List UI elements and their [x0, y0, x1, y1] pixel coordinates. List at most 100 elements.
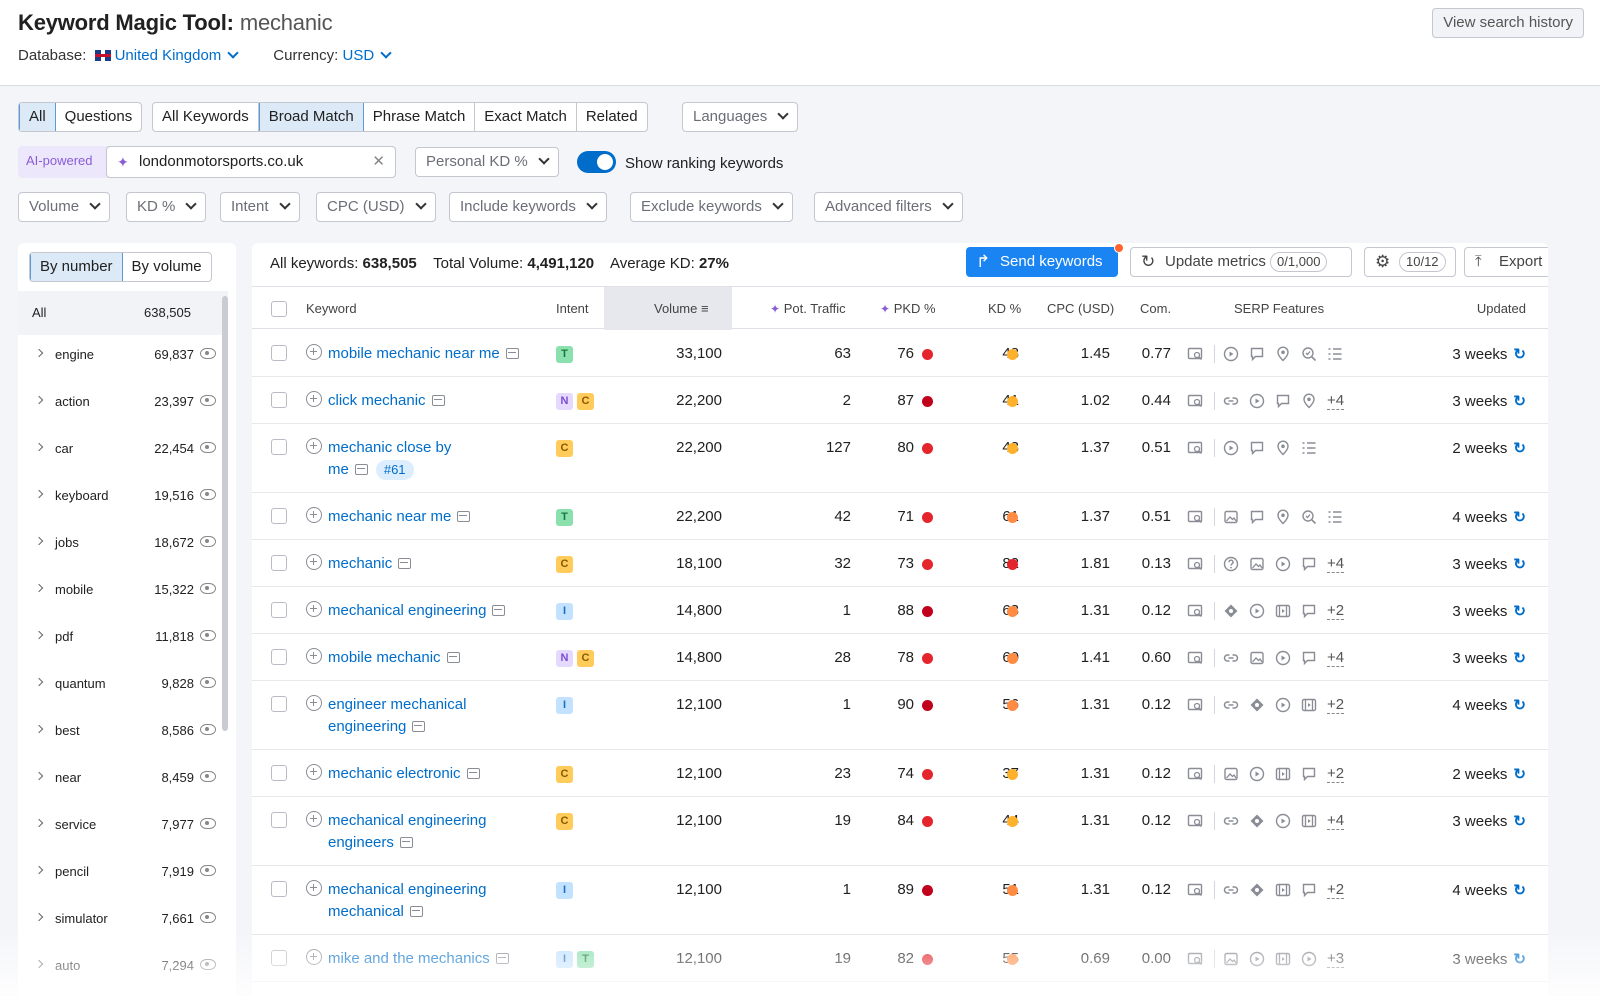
filter-cpc[interactable]: CPC (USD) — [316, 192, 436, 222]
settings-button[interactable]: ⚙ 10/12 — [1364, 247, 1456, 277]
col-competition[interactable]: Com. — [1140, 301, 1172, 316]
serp-snapshot-icon[interactable] — [354, 464, 368, 475]
filter-intent[interactable]: Intent — [220, 192, 300, 222]
database-selector[interactable]: Database: United Kingdom — [18, 47, 239, 64]
group-item[interactable]: pdf 11,818 — [18, 618, 228, 665]
refresh-icon[interactable]: ↻ — [1513, 766, 1526, 783]
serp-snapshot-icon[interactable] — [412, 721, 426, 732]
add-to-list-icon[interactable] — [306, 601, 322, 617]
export-button[interactable]: ⤒ Export — [1464, 247, 1548, 277]
add-to-list-icon[interactable] — [306, 648, 322, 664]
col-intent[interactable]: Intent — [556, 301, 589, 316]
col-updated[interactable]: Updated — [1476, 301, 1526, 316]
serp-snapshot-icon[interactable] — [457, 511, 471, 522]
personal-kd-dropdown[interactable]: Personal KD % — [415, 147, 559, 177]
keyword-link-cont[interactable]: me — [328, 461, 349, 478]
serp-snapshot-icon[interactable] — [1187, 556, 1203, 572]
refresh-icon[interactable]: ↻ — [1513, 697, 1526, 714]
col-kd[interactable]: KD % — [988, 301, 1022, 316]
tab-exact-match[interactable]: Exact Match — [475, 103, 577, 131]
keyword-link[interactable]: mobile mechanic near me — [328, 345, 500, 362]
group-item[interactable]: mobile 15,322 — [18, 571, 228, 618]
more-serp-features[interactable]: +3 — [1327, 950, 1345, 968]
add-to-list-icon[interactable] — [306, 344, 322, 360]
keyword-link[interactable]: mike and the mechanics — [328, 950, 490, 967]
refresh-icon[interactable]: ↻ — [1513, 346, 1526, 363]
serp-snapshot-icon[interactable] — [1187, 882, 1203, 898]
col-serp-features[interactable]: SERP Features — [1234, 301, 1325, 316]
keyword-link[interactable]: mechanical engineering — [328, 602, 487, 619]
tab-all-keywords[interactable]: All Keywords — [153, 103, 259, 131]
refresh-icon[interactable]: ↻ — [1513, 650, 1526, 667]
serp-snapshot-icon[interactable] — [1187, 346, 1203, 362]
row-checkbox[interactable] — [271, 602, 287, 618]
tab-phrase-match[interactable]: Phrase Match — [364, 103, 476, 131]
more-serp-features[interactable]: +2 — [1327, 696, 1345, 714]
keyword-link-cont[interactable]: engineering — [328, 718, 407, 735]
tab-broad-match[interactable]: Broad Match — [258, 103, 364, 131]
group-item[interactable]: quantum 9,828 — [18, 665, 228, 712]
row-checkbox[interactable] — [271, 812, 287, 828]
serp-snapshot-icon[interactable] — [399, 837, 413, 848]
update-metrics-button[interactable]: ↻ Update metrics 0/1,000 — [1130, 247, 1352, 277]
serp-snapshot-icon[interactable] — [1187, 766, 1203, 782]
serp-snapshot-icon[interactable] — [431, 395, 445, 406]
send-keywords-button[interactable]: Send keywords — [966, 247, 1118, 277]
serp-snapshot-icon[interactable] — [1187, 650, 1203, 666]
keyword-link[interactable]: mechanical engineering — [328, 881, 487, 898]
eye-icon[interactable] — [200, 348, 216, 359]
clear-icon[interactable]: ✕ — [372, 153, 385, 170]
col-cpc[interactable]: CPC (USD) — [1047, 301, 1115, 316]
add-to-list-icon[interactable] — [306, 949, 322, 965]
group-item[interactable]: car 22,454 — [18, 430, 228, 477]
keyword-link-cont[interactable]: engineers — [328, 834, 394, 851]
row-checkbox[interactable] — [271, 345, 287, 361]
more-serp-features[interactable]: +4 — [1327, 649, 1345, 667]
serp-snapshot-icon[interactable] — [398, 558, 412, 569]
add-to-list-icon[interactable] — [306, 507, 322, 523]
serp-snapshot-icon[interactable] — [1187, 509, 1203, 525]
keyword-link[interactable]: mechanical engineering — [328, 812, 487, 829]
eye-icon[interactable] — [200, 536, 216, 547]
refresh-icon[interactable]: ↻ — [1513, 603, 1526, 620]
view-search-history-button[interactable]: View search history — [1432, 8, 1584, 38]
eye-icon[interactable] — [200, 630, 216, 641]
row-checkbox[interactable] — [271, 439, 287, 455]
col-pot-traffic[interactable]: ✦ Pot. Traffic — [770, 301, 846, 316]
group-item[interactable]: near 8,459 — [18, 759, 228, 806]
serp-snapshot-icon[interactable] — [1187, 697, 1203, 713]
eye-icon[interactable] — [200, 724, 216, 735]
more-serp-features[interactable]: +4 — [1327, 555, 1345, 573]
more-serp-features[interactable]: +2 — [1327, 602, 1345, 620]
select-all-checkbox[interactable] — [271, 301, 287, 317]
add-to-list-icon[interactable] — [306, 438, 322, 454]
tab-by-number[interactable]: By number — [30, 253, 123, 281]
row-checkbox[interactable] — [271, 649, 287, 665]
group-item[interactable]: engine 69,837 — [18, 336, 228, 383]
add-to-list-icon[interactable] — [306, 554, 322, 570]
add-to-list-icon[interactable] — [306, 764, 322, 780]
col-pkd[interactable]: ✦ PKD % — [880, 301, 936, 316]
more-serp-features[interactable]: +2 — [1327, 765, 1345, 783]
serp-snapshot-icon[interactable] — [492, 605, 506, 616]
serp-snapshot-icon[interactable] — [1187, 393, 1203, 409]
group-item[interactable]: pencil 7,919 — [18, 853, 228, 900]
refresh-icon[interactable]: ↻ — [1513, 440, 1526, 457]
keyword-link[interactable]: mechanic electronic — [328, 765, 461, 782]
group-item[interactable]: jobs 18,672 — [18, 524, 228, 571]
keyword-link[interactable]: engineer mechanical — [328, 696, 467, 713]
groups-scrollbar[interactable] — [222, 296, 228, 731]
tab-related[interactable]: Related — [585, 108, 638, 125]
add-to-list-icon[interactable] — [306, 880, 322, 896]
eye-icon[interactable] — [200, 583, 216, 594]
group-item[interactable]: keyboard 19,516 — [18, 477, 228, 524]
serp-snapshot-icon[interactable] — [1187, 440, 1203, 456]
filter-advanced[interactable]: Advanced filters — [814, 192, 963, 222]
filter-include-keywords[interactable]: Include keywords — [449, 192, 607, 222]
eye-icon[interactable] — [200, 912, 216, 923]
keyword-link[interactable]: mobile mechanic — [328, 649, 441, 666]
serp-snapshot-icon[interactable] — [505, 348, 519, 359]
keyword-link[interactable]: mechanic close by — [328, 439, 452, 456]
group-item[interactable]: best 8,586 — [18, 712, 228, 759]
group-all[interactable]: All 638,505 — [18, 291, 228, 335]
